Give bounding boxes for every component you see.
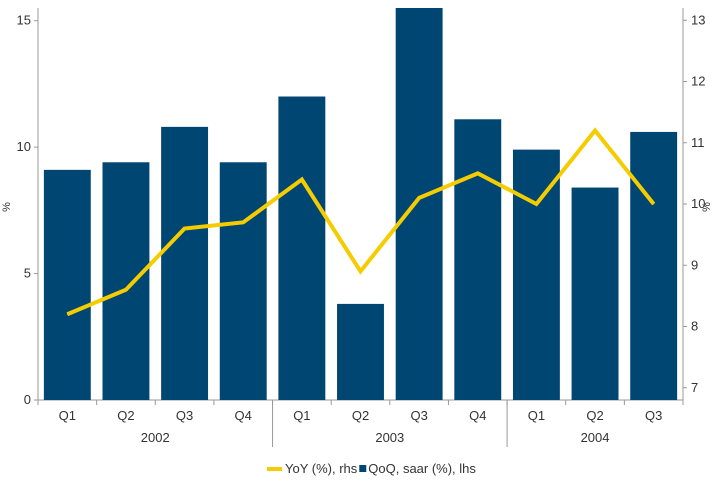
- legend-label-line: YoY (%), rhs: [285, 461, 358, 476]
- line-point: [418, 197, 420, 199]
- bar: [630, 131, 678, 400]
- category-label: Q2: [117, 408, 134, 423]
- line-point: [477, 172, 479, 174]
- right-tick-label: 12: [691, 74, 705, 89]
- left-tick-label: 5: [24, 266, 31, 281]
- year-label: 2002: [141, 430, 170, 445]
- series-line: [66, 127, 656, 317]
- line-point: [242, 221, 244, 223]
- category-label: Q1: [528, 408, 545, 423]
- right-axis-ticks: 7 8 9 10 11 12 13: [683, 12, 705, 395]
- left-tick-label: 10: [17, 139, 31, 154]
- bar: [278, 96, 326, 401]
- category-label: Q2: [352, 408, 369, 423]
- line-point: [360, 270, 361, 272]
- bar: [43, 169, 91, 400]
- category-label: Q2: [586, 408, 603, 423]
- left-axis-ticks: 0 5 10 15: [17, 13, 38, 407]
- right-tick-label: 9: [691, 257, 698, 272]
- year-axis: 2002 2003 2004: [141, 400, 610, 447]
- bar: [102, 162, 150, 400]
- line-point: [301, 179, 303, 180]
- bar: [337, 303, 384, 400]
- line-series: [66, 127, 656, 317]
- category-label: Q1: [293, 408, 310, 423]
- bar: [161, 126, 209, 401]
- category-label: Q3: [176, 408, 193, 423]
- right-tick-label: 10: [691, 196, 705, 211]
- legend: YoY (%), rhs QoQ, saar (%), lhs: [267, 461, 476, 476]
- left-tick-label: 15: [17, 13, 31, 28]
- line-point: [184, 228, 186, 229]
- line-point: [535, 203, 537, 205]
- left-axis-label: %: [1, 202, 13, 212]
- legend-bar-swatch: [359, 465, 367, 472]
- bar: [395, 8, 443, 400]
- category-label: Q1: [59, 408, 76, 423]
- bar: [219, 162, 267, 400]
- year-label: 2003: [375, 430, 404, 445]
- line-point: [125, 289, 127, 291]
- left-tick-label: 0: [24, 392, 31, 407]
- line-point: [66, 313, 68, 315]
- right-tick-label: 7: [691, 380, 698, 395]
- line-point: [594, 130, 596, 131]
- bar-series: [43, 8, 678, 401]
- bar: [454, 119, 502, 401]
- category-label: Q3: [645, 408, 662, 423]
- right-axis-label: %: [701, 202, 713, 212]
- category-label: Q4: [469, 408, 486, 423]
- line-point: [653, 203, 655, 205]
- bar: [571, 187, 619, 400]
- year-label: 2004: [581, 430, 610, 445]
- category-axis: Q1 Q2 Q3 Q4 Q1 Q2 Q3 Q4 Q1 Q2 Q3: [37, 400, 684, 423]
- category-label: Q3: [410, 408, 427, 423]
- right-tick-label: 11: [691, 135, 705, 150]
- right-tick-label: 8: [691, 319, 698, 334]
- category-label: Q4: [235, 408, 252, 423]
- right-tick-label: 13: [691, 12, 705, 27]
- bar: [512, 149, 560, 400]
- legend-label-bar: QoQ, saar (%), lhs: [368, 461, 476, 476]
